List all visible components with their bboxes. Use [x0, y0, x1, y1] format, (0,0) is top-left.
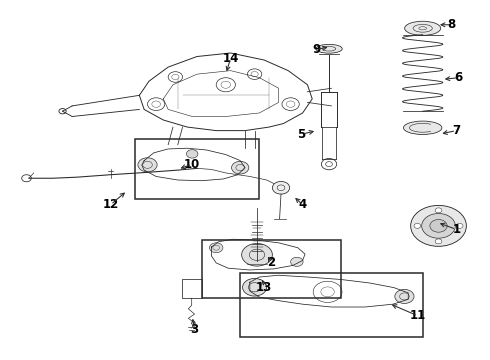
Circle shape: [138, 158, 157, 172]
Text: 10: 10: [184, 158, 200, 171]
Text: 12: 12: [102, 198, 119, 211]
Circle shape: [411, 206, 466, 246]
Bar: [182, 279, 202, 298]
Bar: [240, 274, 423, 337]
Text: 14: 14: [222, 52, 239, 65]
Circle shape: [422, 213, 455, 238]
Circle shape: [430, 220, 447, 232]
Circle shape: [243, 278, 267, 296]
Circle shape: [242, 243, 272, 266]
Text: 1: 1: [452, 223, 460, 236]
Text: 7: 7: [452, 124, 460, 137]
Ellipse shape: [403, 121, 442, 135]
Circle shape: [456, 224, 463, 228]
Circle shape: [272, 181, 290, 194]
Circle shape: [414, 224, 421, 228]
Text: 8: 8: [447, 18, 456, 31]
Circle shape: [435, 208, 442, 213]
Text: 11: 11: [410, 309, 426, 322]
Text: 9: 9: [312, 43, 320, 56]
Circle shape: [291, 257, 303, 266]
Text: 5: 5: [297, 128, 306, 141]
Circle shape: [395, 289, 414, 303]
Text: 4: 4: [298, 198, 307, 211]
Ellipse shape: [316, 44, 342, 53]
Circle shape: [232, 161, 249, 174]
Text: 13: 13: [256, 281, 272, 294]
Circle shape: [209, 243, 223, 253]
Text: 3: 3: [191, 323, 198, 337]
Circle shape: [186, 150, 198, 158]
Bar: [202, 240, 341, 298]
Text: 2: 2: [268, 256, 275, 269]
Circle shape: [435, 239, 442, 244]
Bar: [135, 139, 259, 199]
Ellipse shape: [405, 21, 441, 35]
Text: 6: 6: [455, 71, 463, 84]
Circle shape: [313, 281, 342, 302]
